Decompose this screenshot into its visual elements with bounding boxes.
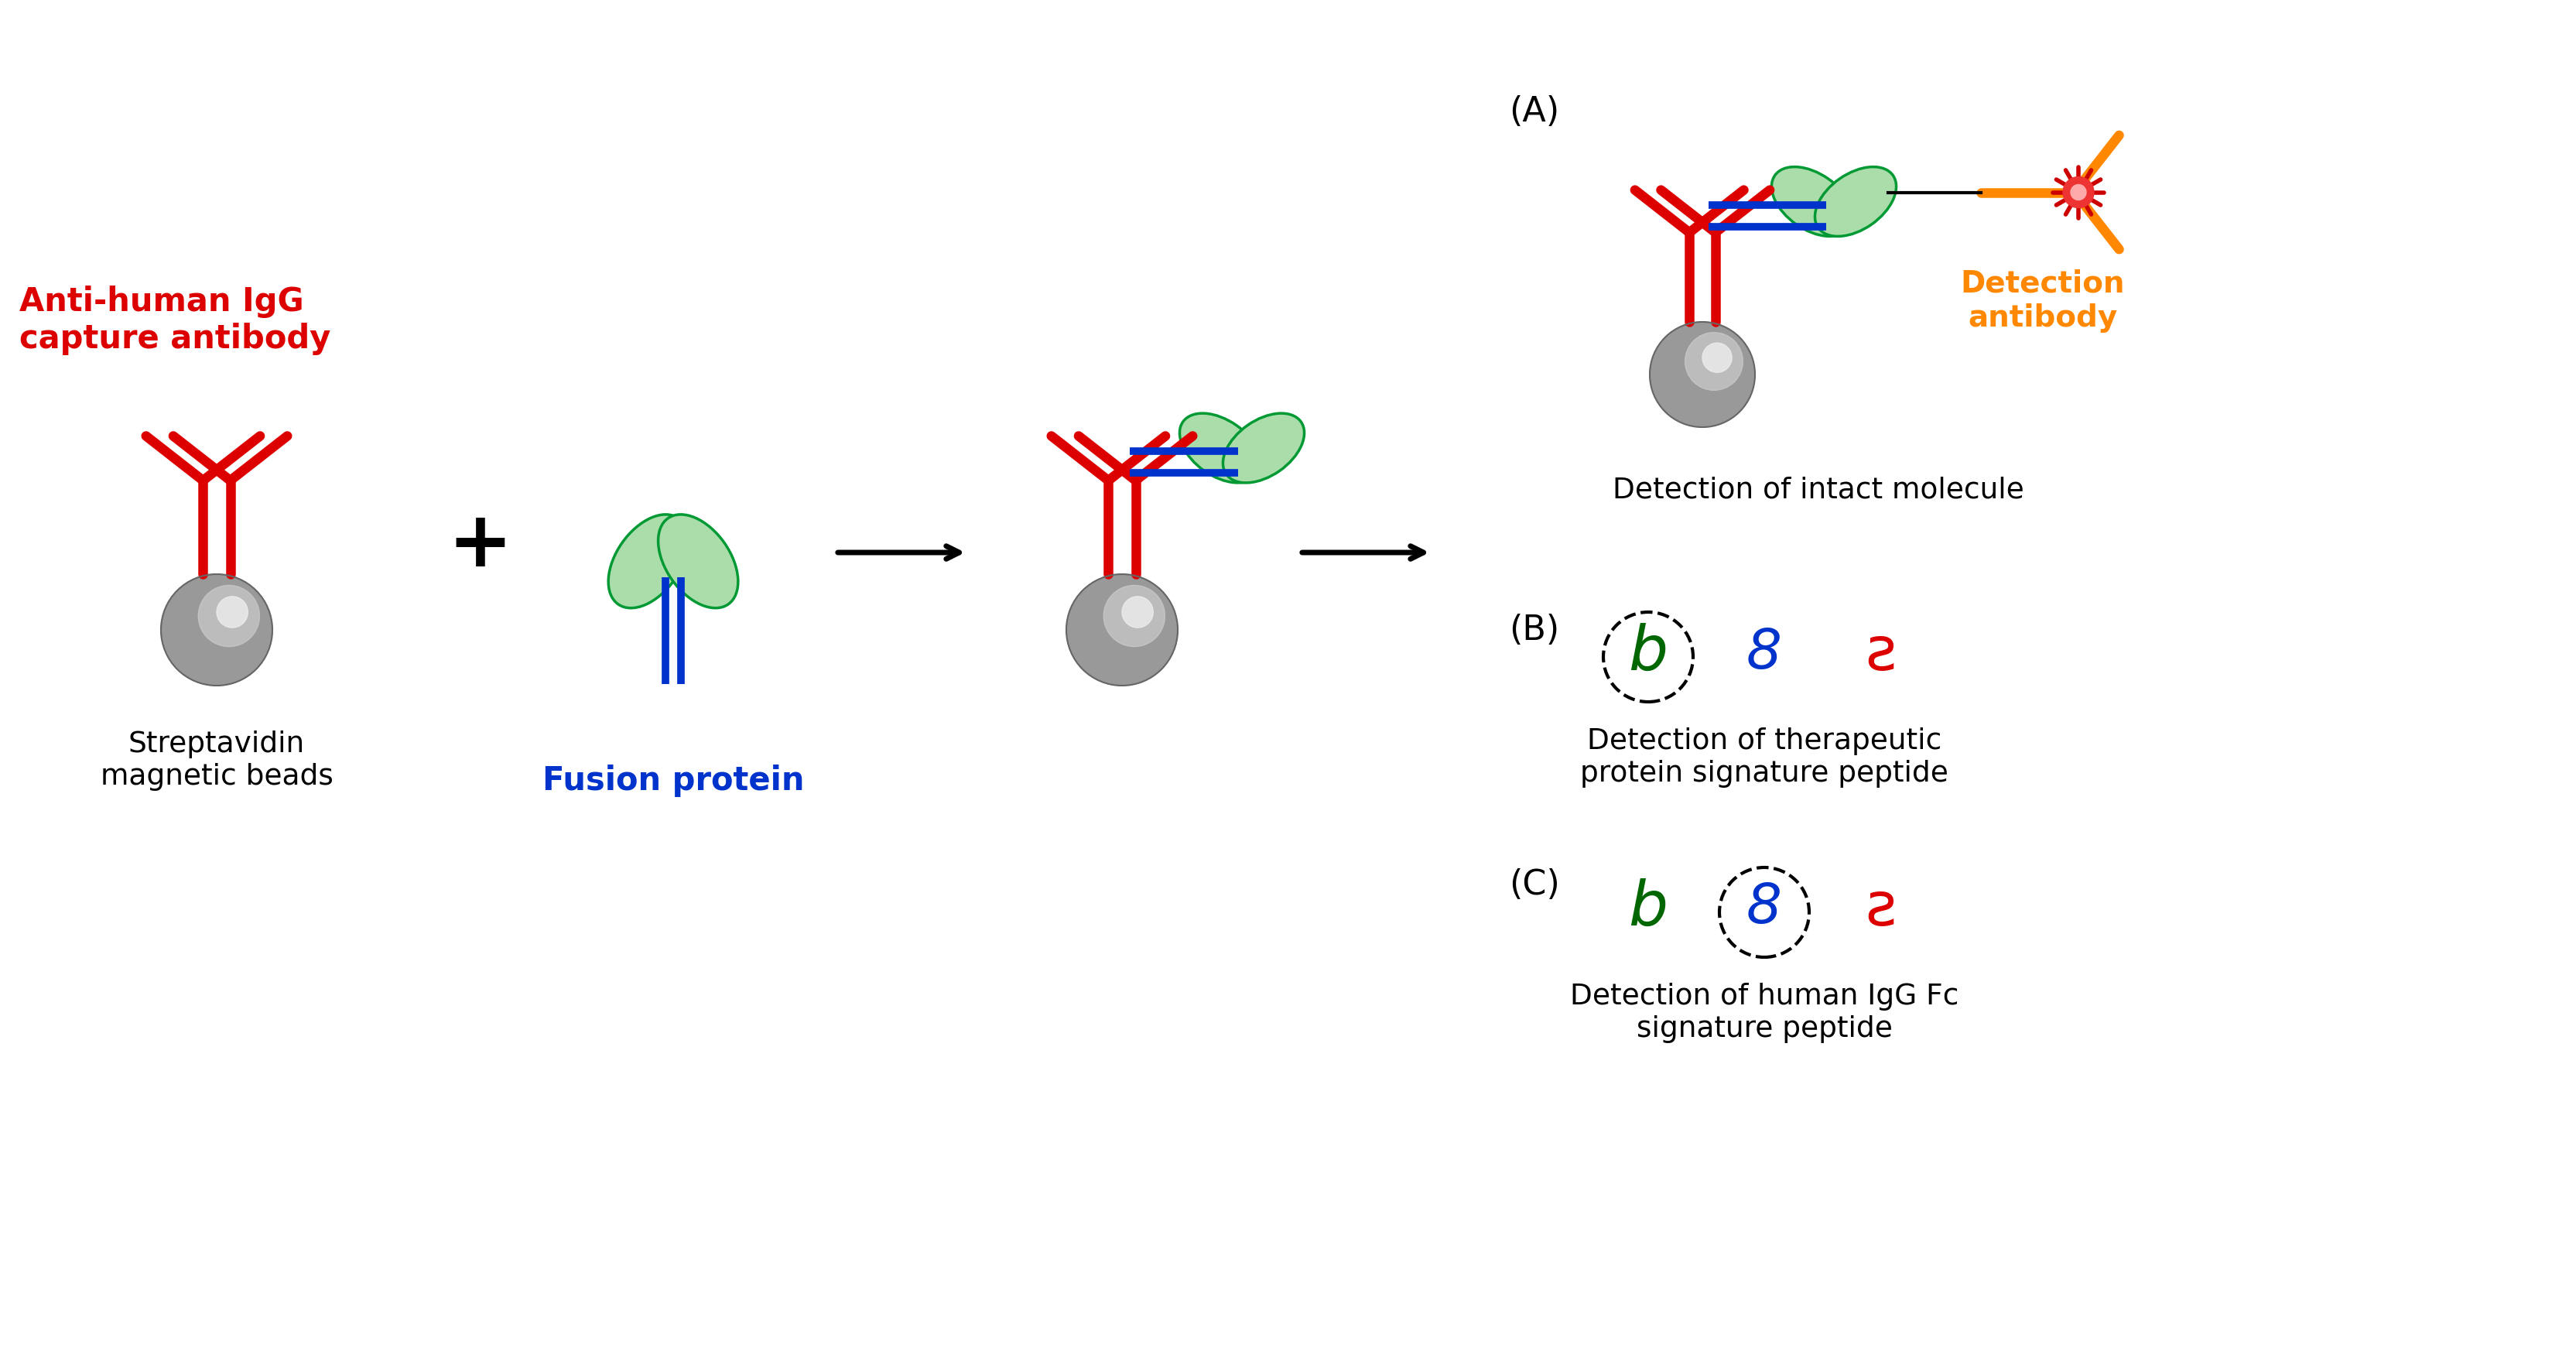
Ellipse shape [659, 515, 739, 607]
Text: (B): (B) [1510, 613, 1558, 647]
Text: b: b [1628, 622, 1669, 684]
Circle shape [160, 575, 273, 685]
Circle shape [1703, 343, 1731, 373]
Circle shape [216, 597, 247, 628]
Text: b: b [1628, 878, 1669, 939]
Text: 8: 8 [1747, 627, 1783, 680]
Text: Streptavidin
magnetic beads: Streptavidin magnetic beads [100, 730, 332, 790]
Text: Fusion protein: Fusion protein [541, 764, 804, 797]
Circle shape [1685, 333, 1744, 390]
Circle shape [1123, 597, 1154, 628]
Text: Detection of intact molecule: Detection of intact molecule [1613, 476, 2025, 505]
Text: ƨ: ƨ [1865, 624, 1896, 682]
Text: Anti-human IgG
capture antibody: Anti-human IgG capture antibody [21, 285, 330, 355]
Text: (C): (C) [1510, 868, 1561, 902]
Text: Detection
antibody: Detection antibody [1960, 269, 2125, 332]
Circle shape [1103, 586, 1164, 647]
Text: (A): (A) [1510, 94, 1558, 128]
Circle shape [198, 586, 260, 647]
Circle shape [2071, 184, 2087, 201]
Circle shape [1649, 322, 1754, 427]
Text: Detection of therapeutic
protein signature peptide: Detection of therapeutic protein signatu… [1579, 728, 1947, 788]
Ellipse shape [1772, 167, 1852, 236]
Circle shape [1066, 575, 1177, 685]
Ellipse shape [1224, 414, 1303, 483]
Text: Detection of human IgG Fc
signature peptide: Detection of human IgG Fc signature pept… [1569, 983, 1958, 1043]
Ellipse shape [1816, 167, 1896, 236]
Text: 8: 8 [1747, 882, 1783, 935]
Ellipse shape [608, 515, 688, 607]
Text: ƨ: ƨ [1865, 879, 1896, 938]
Circle shape [2063, 177, 2094, 207]
Ellipse shape [1180, 414, 1262, 483]
Text: +: + [448, 508, 513, 583]
